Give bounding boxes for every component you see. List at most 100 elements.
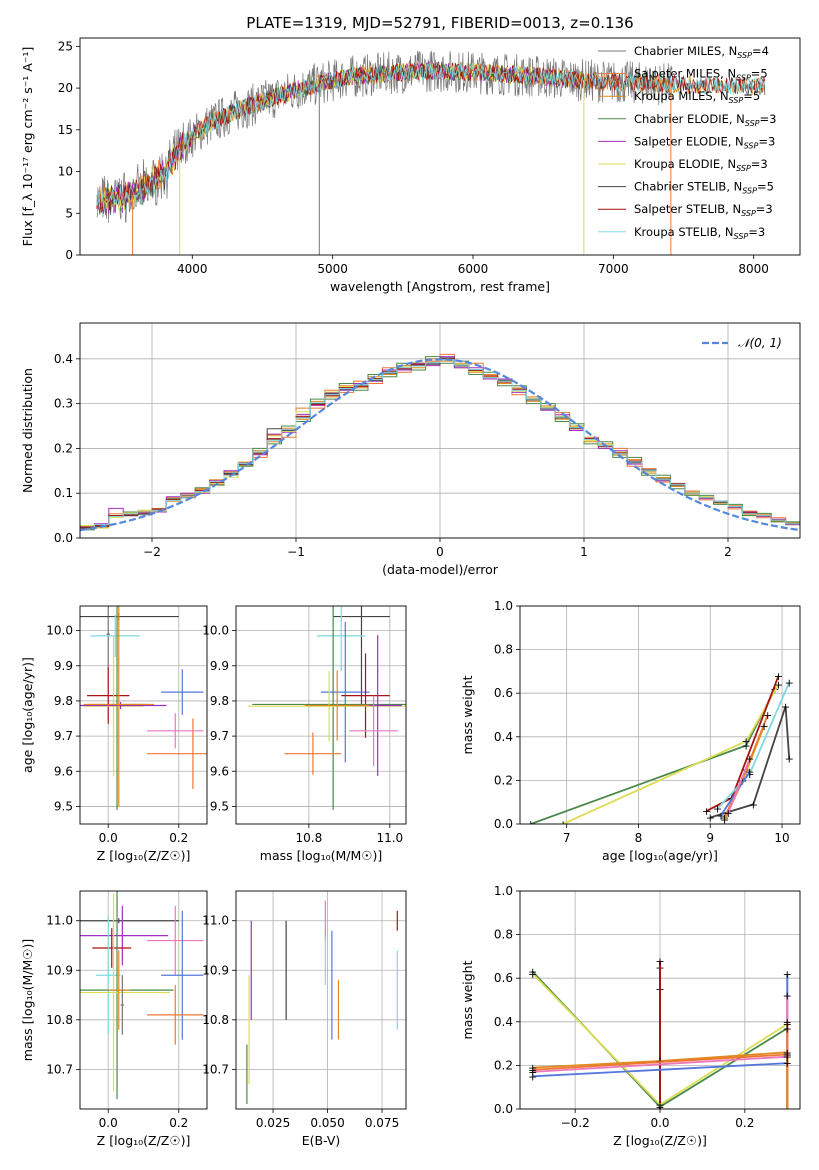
weight-line xyxy=(727,758,751,814)
weight-marker: + xyxy=(528,1062,537,1075)
weight-marker: + xyxy=(783,1051,792,1064)
weight-marker: + xyxy=(745,768,754,781)
y-tick-label: 9.8 xyxy=(54,694,73,708)
y-tick-label: 9.6 xyxy=(210,764,229,778)
weight-marker: + xyxy=(742,735,751,748)
weight-marker: + xyxy=(759,720,768,733)
y-tick-label: 0.4 xyxy=(54,352,73,366)
axes-frame xyxy=(79,322,801,539)
y-tick-label: 5 xyxy=(65,206,73,220)
spectrum-panel: 4000 5000 6000 7000 8000 0 5 10 15 20 25 wavelength… xyxy=(20,37,801,294)
y-tick-label: 0.2 xyxy=(54,441,73,455)
legend-label: Kroupa STELIB, NSSP=3 xyxy=(634,225,765,241)
weight-marker: + xyxy=(713,803,722,816)
y-axis-label: age [log₁₀(age/yr)] xyxy=(20,657,35,773)
plot-area xyxy=(80,891,207,1109)
legend-label-tail: =3 xyxy=(748,225,765,239)
legend-label: Salpeter MILES, NSSP=5 xyxy=(634,67,768,83)
x-tick-label: 0.2 xyxy=(169,1116,188,1130)
y-tick-label: 0.0 xyxy=(494,817,513,831)
grid-lines xyxy=(80,606,207,824)
weight-line xyxy=(532,1055,788,1073)
axes-frame xyxy=(235,890,407,1110)
legend-label-tail: =5 xyxy=(743,89,760,103)
y-tick-label: 0.0 xyxy=(54,531,73,545)
weight-lines: ++++++++++++++++++++++++++ xyxy=(526,670,794,824)
y-tick-label: 9.7 xyxy=(210,729,229,743)
x-tick-label: 4000 xyxy=(177,262,208,276)
y-tick-label: 0.2 xyxy=(494,1058,513,1072)
x-axis-label: (data-model)/error xyxy=(382,562,499,577)
x-axis-label: age [log₁₀(age/yr)] xyxy=(602,848,718,863)
y-tick-label: 9.9 xyxy=(54,659,73,673)
x-tick-label: 10 xyxy=(774,831,789,845)
legend-label-main: Chabrier STELIB, N xyxy=(634,180,742,194)
x-tick-label: 0 xyxy=(436,545,444,559)
legend-label-sub: SSP xyxy=(741,209,756,218)
grid-lines xyxy=(236,891,406,1109)
weight-marker: + xyxy=(528,1064,537,1077)
weight-marker: + xyxy=(785,753,794,766)
legend-label: Salpeter STELIB, NSSP=3 xyxy=(634,202,773,218)
weight-marker: + xyxy=(528,1066,537,1079)
x-tick-label: −2 xyxy=(143,545,161,559)
errorbars xyxy=(80,606,207,810)
y-tick-label: 0.4 xyxy=(494,730,513,744)
x-axis-label: Z [log₁₀(Z/Z☉)] xyxy=(613,1133,707,1148)
weight-marker: + xyxy=(783,1016,792,1029)
x-tick-label: 7000 xyxy=(598,262,629,276)
axes-frame xyxy=(79,37,801,256)
y-tick-label: 0.0 xyxy=(494,1102,513,1116)
weight-marker: + xyxy=(742,740,751,753)
axes-frame xyxy=(79,605,208,825)
y-tick-label: 9.9 xyxy=(210,659,229,673)
weight-marker: + xyxy=(781,700,790,713)
y-tick-label: 0.8 xyxy=(494,928,513,942)
mass-vs-ebv-panel: 0.025 0.050 0.075 10.7 10.8 10.9 11.0 E(B-V) xyxy=(202,890,407,1148)
legend-label-main: Kroupa MILES, N xyxy=(634,89,729,103)
weight-marker: + xyxy=(783,1046,792,1059)
weight-marker: + xyxy=(528,1070,537,1083)
grid-lines xyxy=(236,606,406,824)
legend-label-sub: SSP xyxy=(744,141,759,150)
y-tick-label: 0.6 xyxy=(494,686,513,700)
weight-marker: + xyxy=(774,670,783,683)
weight-marker: + xyxy=(716,809,725,822)
histogram-step xyxy=(80,359,800,538)
legend-label-sub: SSP xyxy=(734,232,749,241)
legend-label: Chabrier ELODIE, NSSP=3 xyxy=(634,112,776,128)
spectrum-lines xyxy=(96,50,766,255)
x-tick-label: 10.8 xyxy=(295,831,322,845)
x-tick-label: 0.050 xyxy=(310,1116,344,1130)
legend-label-main: Kroupa ELODIE, N xyxy=(634,157,736,171)
y-tick-label: 10.9 xyxy=(202,963,229,977)
weight-marker: + xyxy=(783,1057,792,1070)
legend-label-main: Salpeter ELODIE, N xyxy=(634,134,744,148)
y-tick-label: 0.2 xyxy=(494,773,513,787)
y-tick-label: 9.7 xyxy=(54,729,73,743)
y-tick-label: 0.8 xyxy=(494,643,513,657)
weight-marker: + xyxy=(724,807,733,820)
legend-label-tail: =3 xyxy=(756,202,773,216)
legend-label-sub: SSP xyxy=(736,74,751,83)
x-tick-label: 0.2 xyxy=(735,1116,754,1130)
axes-frame xyxy=(519,890,801,1110)
weight-marker: + xyxy=(783,968,792,981)
x-tick-label: 1 xyxy=(580,545,588,559)
y-tick-label: 10 xyxy=(58,165,73,179)
x-axis-label: E(B-V) xyxy=(302,1133,341,1148)
y-tick-label: 9.8 xyxy=(210,694,229,708)
plot-area xyxy=(80,606,207,824)
legend-label-main: Salpeter STELIB, N xyxy=(634,202,741,216)
y-tick-label: 0.1 xyxy=(54,486,73,500)
legend-label: Salpeter ELODIE, NSSP=3 xyxy=(634,134,775,150)
x-tick-label: 8000 xyxy=(738,262,769,276)
y-tick-label: 11.0 xyxy=(202,914,229,928)
y-axis-label: mass [log₁₀(M/M☉)] xyxy=(20,939,35,1061)
weight-line xyxy=(710,706,791,819)
mass-weight-vs-age-panel: 7 8 9 10 0.0 0.2 0.4 0.6 0.8 1.0 age [log₁₀(age/yr… xyxy=(460,599,801,863)
legend-label-main: Salpeter MILES, N xyxy=(634,67,736,81)
y-tick-label: 10.7 xyxy=(202,1062,229,1076)
